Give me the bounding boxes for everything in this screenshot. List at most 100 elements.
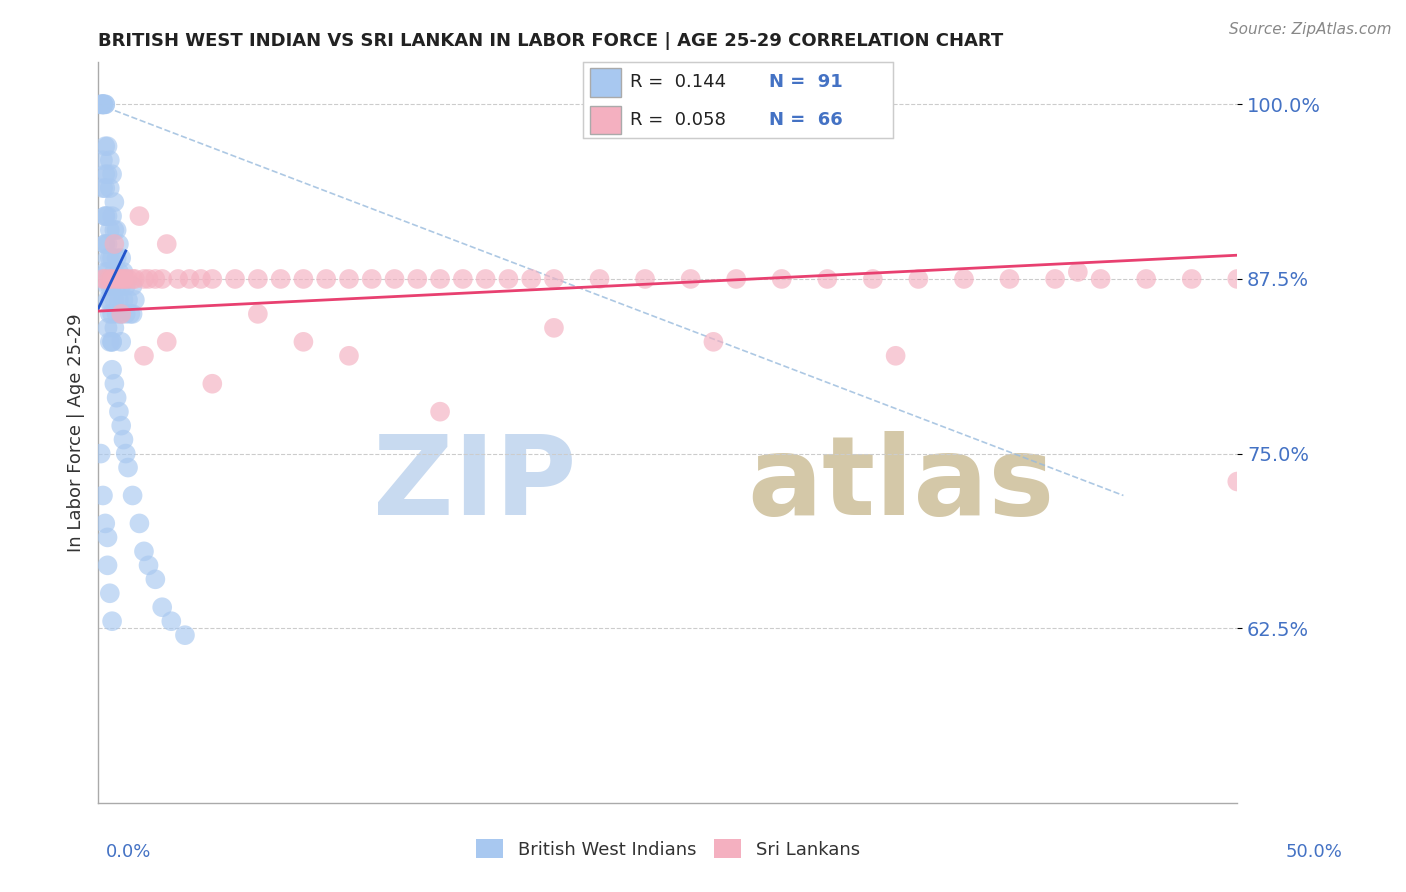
Point bbox=[167, 272, 190, 286]
Point bbox=[105, 279, 128, 293]
Point bbox=[124, 293, 146, 307]
Point bbox=[1043, 272, 1066, 286]
Point bbox=[150, 272, 173, 286]
Point bbox=[112, 272, 135, 286]
Point bbox=[112, 433, 135, 447]
Point bbox=[520, 272, 543, 286]
Point bbox=[96, 139, 118, 153]
Point bbox=[114, 446, 136, 460]
Point bbox=[91, 97, 114, 112]
Point bbox=[132, 349, 155, 363]
Point bbox=[98, 251, 121, 265]
Point bbox=[429, 405, 451, 419]
Point bbox=[90, 446, 112, 460]
Point bbox=[132, 544, 155, 558]
Point bbox=[103, 195, 125, 210]
Point bbox=[156, 334, 179, 349]
Point bbox=[94, 209, 117, 223]
Point bbox=[117, 272, 139, 286]
Point bbox=[98, 586, 121, 600]
Point bbox=[679, 272, 702, 286]
Point bbox=[105, 272, 128, 286]
Point bbox=[337, 349, 360, 363]
Point bbox=[91, 272, 114, 286]
Point bbox=[128, 516, 150, 531]
Point bbox=[91, 97, 114, 112]
Point bbox=[770, 272, 793, 286]
Text: 50.0%: 50.0% bbox=[1286, 843, 1343, 861]
Point bbox=[406, 272, 429, 286]
Point bbox=[1226, 272, 1249, 286]
Point bbox=[121, 279, 143, 293]
Point bbox=[96, 251, 118, 265]
Point bbox=[114, 272, 136, 286]
Point bbox=[91, 181, 114, 195]
Point bbox=[101, 614, 124, 628]
Point bbox=[96, 279, 118, 293]
Point bbox=[110, 307, 132, 321]
Point bbox=[108, 265, 131, 279]
Point bbox=[94, 181, 117, 195]
Point bbox=[96, 167, 118, 181]
Point bbox=[110, 334, 132, 349]
Legend: British West Indians, Sri Lankans: British West Indians, Sri Lankans bbox=[467, 830, 869, 868]
Point bbox=[103, 293, 125, 307]
Point bbox=[815, 272, 838, 286]
Point bbox=[98, 223, 121, 237]
Point bbox=[103, 321, 125, 335]
Point bbox=[246, 307, 269, 321]
Point bbox=[90, 97, 112, 112]
Point bbox=[94, 237, 117, 252]
Point bbox=[292, 272, 315, 286]
Point bbox=[1181, 272, 1204, 286]
Text: R =  0.144: R = 0.144 bbox=[630, 73, 725, 91]
Point bbox=[91, 97, 114, 112]
Point bbox=[96, 237, 118, 252]
Point bbox=[429, 272, 451, 286]
Point bbox=[94, 209, 117, 223]
Point bbox=[91, 488, 114, 502]
Point bbox=[101, 251, 124, 265]
Point bbox=[101, 363, 124, 377]
Point bbox=[114, 279, 136, 293]
Point bbox=[94, 97, 117, 112]
Point bbox=[108, 237, 131, 252]
Point bbox=[124, 272, 146, 286]
Point bbox=[98, 272, 121, 286]
Point bbox=[451, 272, 474, 286]
Point bbox=[101, 307, 124, 321]
Point bbox=[150, 600, 173, 615]
Point bbox=[1135, 272, 1157, 286]
Point bbox=[121, 307, 143, 321]
Point bbox=[884, 349, 907, 363]
Point bbox=[292, 334, 315, 349]
Point bbox=[112, 265, 135, 279]
Point bbox=[108, 405, 131, 419]
Point bbox=[953, 272, 976, 286]
Point bbox=[96, 530, 118, 544]
Point bbox=[105, 391, 128, 405]
Point bbox=[94, 97, 117, 112]
Point bbox=[121, 488, 143, 502]
Point bbox=[110, 251, 132, 265]
Point bbox=[117, 460, 139, 475]
Text: 0.0%: 0.0% bbox=[105, 843, 150, 861]
Point bbox=[117, 293, 139, 307]
Point bbox=[94, 167, 117, 181]
Point bbox=[94, 516, 117, 531]
Point bbox=[105, 251, 128, 265]
Point bbox=[201, 376, 224, 391]
Point bbox=[725, 272, 748, 286]
Point bbox=[108, 272, 131, 286]
Text: atlas: atlas bbox=[748, 431, 1054, 538]
Point bbox=[91, 153, 114, 168]
FancyBboxPatch shape bbox=[589, 105, 620, 135]
Text: N =  91: N = 91 bbox=[769, 73, 842, 91]
Point bbox=[91, 97, 114, 112]
Point bbox=[103, 237, 125, 252]
Point bbox=[105, 307, 128, 321]
Point bbox=[96, 265, 118, 279]
Point bbox=[105, 223, 128, 237]
Point bbox=[108, 293, 131, 307]
Point bbox=[132, 272, 155, 286]
